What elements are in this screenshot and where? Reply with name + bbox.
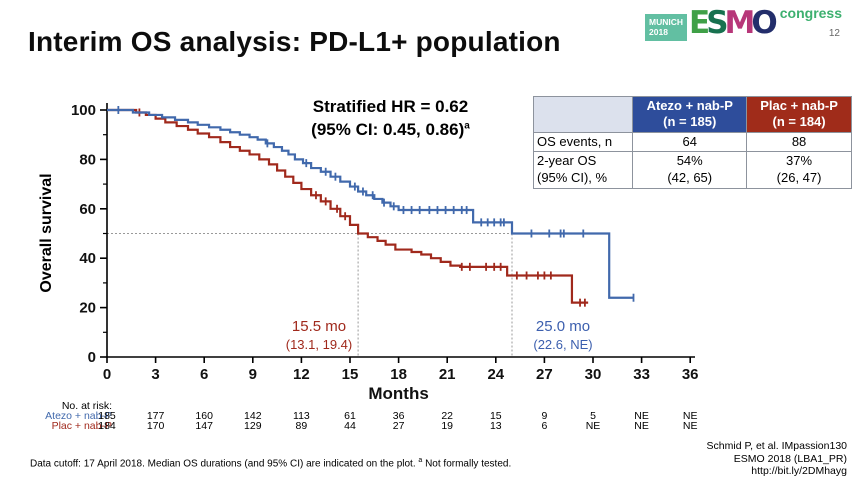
risk-row-label-atezo: Atezo + nab-P [45, 410, 112, 422]
summary-col-atezo: Atezo + nab-P (n = 185) [632, 96, 748, 133]
number-at-risk-table: No. at risk: Atezo + nab-P Plac + nab-P … [30, 401, 790, 437]
risk-cell: 185 [98, 410, 116, 422]
esmo-letter-m: M [724, 5, 756, 41]
risk-cell: 44 [344, 420, 356, 432]
risk-cell: 13 [489, 420, 502, 432]
y-tick-label: 40 [79, 250, 96, 267]
summary-col-plac: Plac + nab-P (n = 184) [746, 96, 852, 133]
x-tick-label: 36 [682, 366, 699, 383]
risk-cell: 142 [244, 410, 262, 422]
risk-cell: 15 [489, 410, 502, 422]
y-tick-label: 60 [79, 201, 96, 218]
risk-cell: 27 [392, 420, 405, 432]
x-tick-label: 3 [151, 366, 159, 383]
esmo-congress-logo: MUNICH 2018 E S M O congress 12 [645, 6, 842, 41]
risk-cell: 19 [441, 420, 454, 432]
x-tick-label: 30 [585, 366, 602, 383]
risk-cell: NE [682, 410, 698, 422]
footnote-text: Data cutoff: 17 April 2018. Median OS du… [30, 458, 419, 470]
hr-annotation: Stratified HR = 0.62 (95% CI: 0.45, 0.86… [258, 96, 523, 142]
risk-cell: 160 [195, 410, 213, 422]
footnote: Data cutoff: 17 April 2018. Median OS du… [30, 457, 511, 469]
page-title: Interim OS analysis: PD-L1+ population [28, 26, 561, 57]
2yr-os-plac: 37% (26, 47) [746, 151, 852, 190]
hr-line2: (95% CI: 0.45, 0.86) [311, 119, 465, 139]
footnote-text-2: Not formally tested. [422, 458, 512, 470]
risk-cell: 61 [344, 410, 356, 422]
esmo-letter-s: S [706, 5, 728, 41]
x-tick-label: 9 [249, 366, 257, 383]
congress-label: congress [779, 5, 842, 21]
median-annotation-atezo: 25.0 mo (22.6, NE) [508, 318, 618, 353]
x-tick-label: 18 [390, 366, 407, 383]
esmo-logo-letters: E S M O [689, 5, 778, 41]
risk-cell: 147 [195, 420, 213, 432]
risk-cell: NE [585, 420, 601, 432]
y-tick-label: 80 [79, 151, 96, 168]
x-axis-title: Months [368, 384, 428, 403]
median-value-plac: 15.5 mo [291, 318, 347, 335]
table-row: OS events, n 64 88 [532, 131, 852, 153]
median-ci-atezo: (22.6, NE) [533, 336, 593, 352]
y-tick-label: 100 [71, 102, 96, 119]
risk-cell: 170 [146, 420, 165, 432]
median-annotation-plac: 15.5 mo (13.1, 19.4) [264, 318, 374, 353]
x-tick-label: 24 [487, 366, 504, 383]
risk-cell: NE [634, 410, 649, 422]
km-curve-plac-nab-p [107, 108, 589, 304]
y-tick-label: 20 [79, 300, 96, 317]
esmo-letter-e: E [689, 5, 710, 41]
risk-cell: 113 [293, 410, 310, 422]
risk-cell: NE [634, 420, 649, 432]
risk-cell: 184 [98, 420, 116, 432]
x-tick-label: 33 [633, 366, 650, 383]
os-events-plac: 88 [746, 131, 852, 153]
row-label-2yr-os: 2-year OS (95% CI), % [532, 151, 634, 190]
risk-cell: 177 [146, 410, 165, 422]
x-tick-label: 6 [200, 366, 208, 383]
risk-cell: NE [682, 420, 698, 432]
y-tick-label: 0 [88, 349, 96, 366]
2yr-os-atezo: 54% (42, 65) [632, 151, 748, 190]
os-events-atezo: 64 [632, 131, 748, 153]
risk-cell: 9 [541, 410, 548, 422]
x-tick-label: 27 [536, 366, 553, 383]
slide-number: 12 [828, 28, 840, 39]
footnote-marker: a [418, 457, 423, 464]
esmo-letter-o: O [751, 5, 777, 41]
risk-cell: 6 [541, 420, 548, 432]
risk-cell: 129 [244, 420, 262, 432]
munich-2018-badge: MUNICH 2018 [645, 14, 688, 41]
risk-cell: 22 [441, 410, 454, 422]
risk-cell: 5 [590, 410, 596, 422]
x-tick-label: 15 [342, 366, 359, 383]
risk-row-label-plac: Plac + nab-P [51, 420, 112, 432]
median-ci-plac: (13.1, 19.4) [285, 336, 353, 352]
x-tick-label: 21 [439, 366, 456, 383]
risk-cell: 36 [392, 410, 405, 422]
hr-footnote-marker: a [464, 120, 470, 132]
citation: Schmid P, et al. IMpassion130 ESMO 2018 … [706, 440, 847, 478]
risk-cell: 89 [295, 420, 308, 432]
row-label-os-events: OS events, n [532, 131, 634, 153]
summary-table: Atezo + nab-P (n = 185) Plac + nab-P (n … [532, 96, 852, 190]
hr-line1: Stratified HR = 0.62 [312, 97, 469, 116]
median-value-atezo: 25.0 mo [535, 318, 591, 335]
risk-table-title: No. at risk: [61, 400, 112, 412]
summary-corner-cell [532, 96, 634, 133]
x-tick-label: 12 [293, 366, 310, 383]
x-tick-label: 0 [103, 366, 111, 383]
km-plot: 0 20 40 60 80 100 0 3 6 9 12 15 18 21 24 27 30 33 36 Months [30, 85, 730, 415]
table-row: 2-year OS (95% CI), % 54% (42, 65) 37% (… [532, 151, 852, 190]
